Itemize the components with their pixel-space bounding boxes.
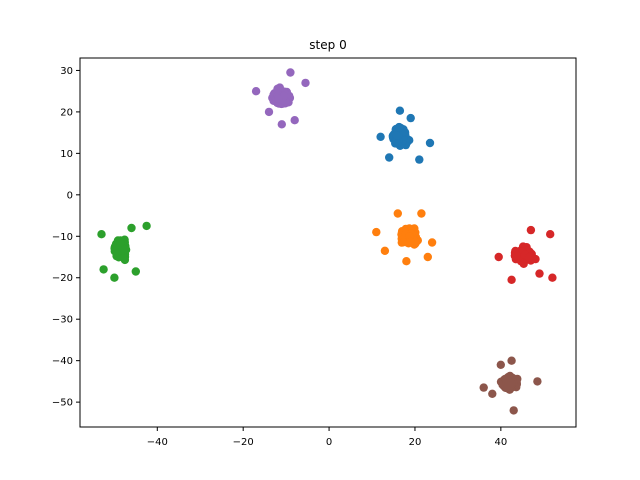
data-point — [479, 383, 488, 392]
data-point — [496, 360, 505, 369]
x-tick-label: 40 — [494, 437, 507, 448]
data-point — [526, 225, 536, 235]
data-point — [415, 155, 424, 164]
data-point — [110, 247, 120, 256]
data-point — [372, 227, 381, 237]
y-tick-label: −10 — [52, 232, 73, 243]
data-point — [131, 267, 140, 276]
data-point — [507, 356, 516, 365]
data-point — [512, 251, 521, 260]
data-point — [425, 138, 435, 148]
y-tick-label: −20 — [52, 273, 73, 284]
data-point — [406, 237, 415, 247]
series-2 — [97, 221, 151, 282]
data-point — [264, 107, 274, 117]
data-point — [286, 68, 295, 77]
data-point — [399, 238, 408, 247]
y-tick-label: −30 — [52, 315, 73, 326]
data-point — [533, 377, 542, 386]
data-point — [376, 132, 385, 141]
y-tick-label: −50 — [52, 398, 73, 409]
data-point — [277, 120, 286, 129]
data-point — [507, 275, 516, 284]
data-point — [406, 113, 415, 123]
data-point — [273, 84, 282, 94]
data-point — [127, 223, 136, 233]
data-point — [395, 106, 405, 115]
x-axis-ticks: −40 −20 0 20 40 — [147, 427, 507, 448]
data-point — [509, 406, 518, 415]
data-point — [548, 273, 557, 282]
data-point — [535, 269, 544, 278]
series-1 — [372, 209, 437, 266]
data-point — [142, 221, 151, 231]
y-tick-label: 0 — [67, 190, 73, 201]
data-point — [120, 245, 129, 254]
data-point — [402, 257, 411, 266]
data-point — [251, 87, 261, 96]
data-point — [274, 94, 283, 104]
data-point — [116, 238, 125, 248]
data-point — [380, 246, 390, 255]
data-point — [301, 78, 310, 88]
series-4 — [251, 68, 310, 129]
series-3 — [494, 225, 557, 284]
data-point — [524, 253, 534, 262]
data-point — [546, 230, 555, 239]
data-points — [97, 68, 557, 415]
data-point — [423, 252, 432, 262]
y-tick-label: 10 — [60, 149, 73, 160]
data-point — [385, 153, 394, 162]
data-point — [99, 265, 108, 274]
x-tick-label: 20 — [409, 437, 422, 448]
y-tick-label: 20 — [60, 107, 73, 118]
data-point — [488, 389, 497, 398]
y-tick-label: −40 — [52, 356, 73, 367]
data-point — [417, 209, 426, 218]
data-point — [97, 230, 106, 239]
data-point — [290, 116, 299, 125]
data-point — [110, 273, 119, 282]
data-point — [392, 131, 402, 140]
data-point — [395, 123, 404, 132]
data-point — [393, 209, 402, 218]
series-0 — [376, 106, 435, 164]
data-point — [507, 378, 516, 388]
y-axis-ticks: 30 20 10 0 −10 −20 −30 −40 −50 — [52, 66, 80, 409]
x-tick-label: 0 — [326, 437, 332, 448]
data-point — [494, 252, 503, 262]
data-point — [427, 238, 437, 247]
y-tick-label: 30 — [60, 66, 73, 77]
plot-frame — [79, 57, 577, 428]
series-5 — [479, 356, 542, 415]
chart-title: step 0 — [309, 38, 346, 52]
x-tick-label: −40 — [147, 437, 168, 448]
x-tick-label: −20 — [233, 437, 254, 448]
